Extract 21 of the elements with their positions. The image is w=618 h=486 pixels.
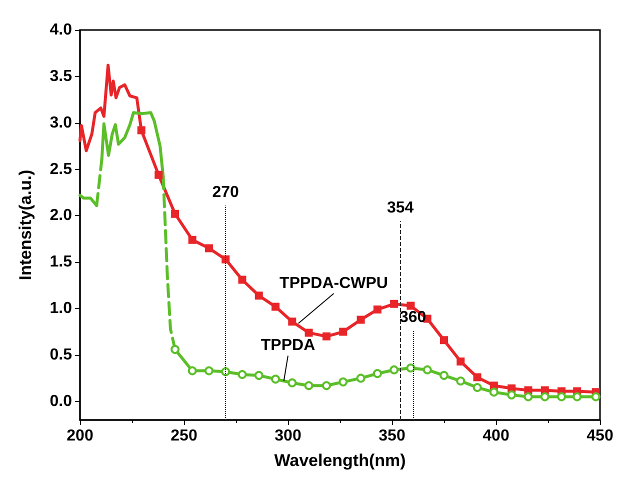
y-tick-label: 0.5 xyxy=(50,346,72,364)
x-tick-label: 200 xyxy=(66,428,94,444)
x-tick-label: 300 xyxy=(274,428,302,444)
y-tick-label: 0.0 xyxy=(50,392,72,410)
series-label: TPPDA-CWPU xyxy=(280,275,388,292)
y-tick-label: 4.0 xyxy=(50,22,72,38)
y-axis-title: Intensity(a.u.) xyxy=(16,170,35,280)
x-tick-label: 250 xyxy=(170,428,198,444)
ref-line-label: 354 xyxy=(386,200,414,217)
ref-line-label: 270 xyxy=(212,184,240,201)
y-tick-label: 3.5 xyxy=(50,68,72,85)
y-tick-label: 1.5 xyxy=(50,254,72,271)
x-tick-label: 350 xyxy=(378,428,406,444)
y-tick-label: 2.0 xyxy=(50,207,72,224)
y-tick-label: 2.5 xyxy=(50,160,72,178)
series-label: TPPDA xyxy=(260,337,316,354)
x-axis-title: Wavelength(nm) xyxy=(274,451,406,470)
y-tick-label: 3.0 xyxy=(50,114,72,132)
x-tick-label: 450 xyxy=(586,428,614,444)
y-tick-label: 1.0 xyxy=(50,300,72,318)
x-tick-label: 400 xyxy=(482,428,510,444)
